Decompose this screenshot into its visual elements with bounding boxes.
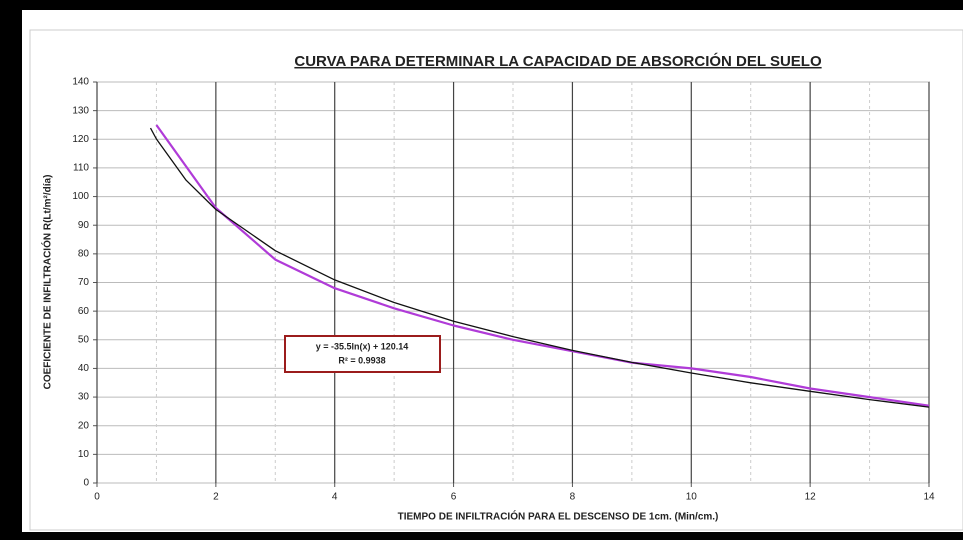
y-tick-label: 70 <box>78 277 90 288</box>
y-tick-label: 30 <box>78 392 90 403</box>
x-tick-label: 4 <box>332 492 338 503</box>
y-tick-label: 0 <box>83 478 89 489</box>
y-tick-label: 140 <box>72 77 89 88</box>
x-tick-label: 12 <box>805 492 817 503</box>
y-tick-label: 40 <box>78 363 90 374</box>
plot-area: 0 10 20 30 40 50 60 70 80 90 100 110 120 130 140 0 2 4 6 8 1… <box>72 77 935 503</box>
x-tick-label: 8 <box>570 492 576 503</box>
y-tick-label: 80 <box>78 248 90 259</box>
chart-area-border <box>29 29 963 531</box>
y-axis-label: COEFICIENTE DE INFILTRACIÓN R(Lt/m²/día) <box>41 175 54 390</box>
x-tick-label: 6 <box>451 492 457 503</box>
equation-box <box>284 335 441 373</box>
y-tick-label: 130 <box>72 105 89 116</box>
y-tick-label: 100 <box>72 191 89 202</box>
x-tick-label: 14 <box>923 492 935 503</box>
x-tick-label: 2 <box>213 492 219 503</box>
y-tick-label: 120 <box>72 134 89 145</box>
y-tick-label: 10 <box>78 449 90 460</box>
y-tick-label: 20 <box>78 420 90 431</box>
y-tick-label: 90 <box>78 220 90 231</box>
r-squared: R² = 0.9938 <box>338 355 385 365</box>
x-tick-label: 0 <box>94 492 100 503</box>
x-tick-label: 10 <box>686 492 698 503</box>
y-tick-label: 110 <box>73 163 89 174</box>
y-tick-label: 50 <box>78 334 90 345</box>
equation: y = -35.5ln(x) + 120.14 <box>316 341 409 351</box>
chart-title: CURVA PARA DETERMINAR LA CAPACIDAD DE AB… <box>294 52 822 70</box>
y-tick-label: 60 <box>78 306 90 317</box>
data-line <box>149 127 930 408</box>
x-axis-label: TIEMPO DE INFILTRACIÓN PARA EL DESCENSO … <box>398 510 719 523</box>
data-line <box>155 124 930 407</box>
